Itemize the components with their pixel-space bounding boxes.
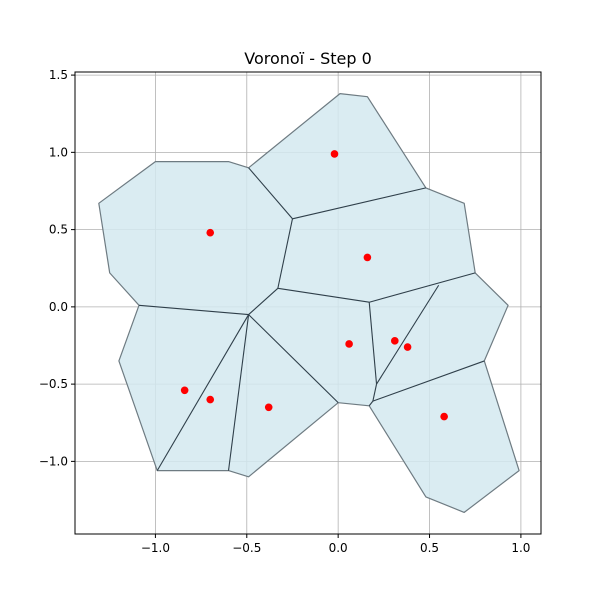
seed-point-5 <box>403 343 412 351</box>
x-tick-label-2: 0.0 <box>329 541 348 555</box>
seed-point-4 <box>391 337 399 345</box>
voronoi-edge-10 <box>368 302 378 385</box>
voronoi-edge-8 <box>227 314 250 471</box>
voronoi-edge-12 <box>368 400 374 407</box>
axes-frame <box>74 71 542 535</box>
voronoi-edge-9 <box>248 314 339 404</box>
voronoi-edge-5 <box>248 287 279 315</box>
y-tick-label-4: 1.0 <box>49 145 68 159</box>
voronoi-edge-3 <box>277 287 370 303</box>
voronoi-edges <box>138 167 485 471</box>
voronoi-edge-13 <box>376 284 440 385</box>
voronoi-edge-4 <box>369 272 476 303</box>
voronoi-edge-14 <box>372 360 485 402</box>
voronoi-cells <box>98 92 520 514</box>
voronoi-edge-2 <box>277 218 294 289</box>
seed-point-2 <box>363 253 372 262</box>
y-tick-label-5: 1.5 <box>49 68 68 82</box>
y-tick-label-2: 0.0 <box>49 300 68 314</box>
x-tick-label-0: −1.0 <box>141 541 170 555</box>
y-tick-label-3: 0.5 <box>49 223 68 237</box>
chart-title: Voronoï - Step 0 <box>244 49 372 68</box>
seed-points <box>180 150 448 421</box>
seed-point-3 <box>345 340 353 348</box>
voronoi-edge-11 <box>372 384 378 402</box>
x-tick-label-4: 1.0 <box>511 541 530 555</box>
voronoi-edge-1 <box>292 187 426 220</box>
seed-point-1 <box>206 228 215 237</box>
y-tick-label-1: −0.5 <box>39 377 68 391</box>
y-tick-label-0: −1.0 <box>39 454 68 468</box>
voronoi-region <box>98 92 520 514</box>
seed-point-7 <box>206 395 215 404</box>
seed-point-6 <box>180 386 189 395</box>
voronoi-edge-6 <box>138 304 249 316</box>
seed-point-0 <box>330 150 339 158</box>
seed-point-9 <box>440 412 448 421</box>
x-tick-label-3: 0.5 <box>420 541 439 555</box>
x-tick-label-1: −0.5 <box>232 541 261 555</box>
axis-ticks: −1.0 −0.5 0.0 0.5 1.0 −1.0 −0.5 0.0 0.5 1.0 1.5 <box>39 68 531 555</box>
voronoi-edge-7 <box>156 314 250 471</box>
voronoi-edge-0 <box>248 167 293 220</box>
seed-point-8 <box>264 403 273 412</box>
